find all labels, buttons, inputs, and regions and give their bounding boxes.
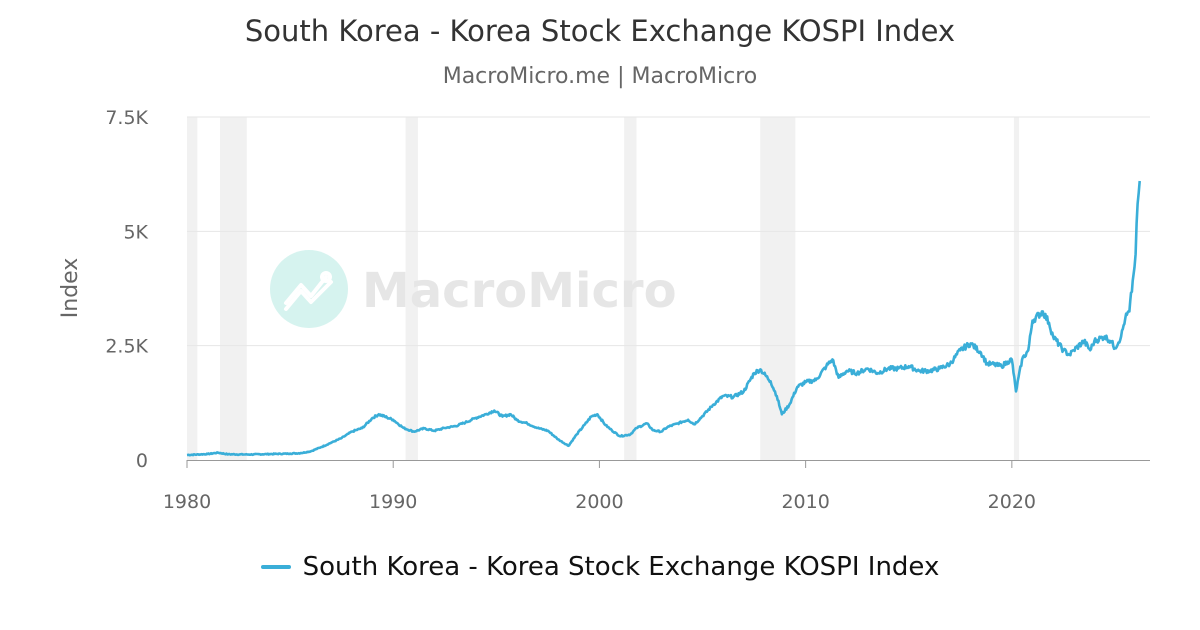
series-group [186, 180, 1141, 457]
chart-subtitle: MacroMicro.me | MacroMicro [442, 64, 758, 89]
chart-title: South Korea - Korea Stock Exchange KOSPI… [244, 14, 956, 48]
watermark-text: MacroMicro [362, 263, 677, 319]
gridlines [187, 116, 1150, 347]
x-tick-label: 2020 [988, 491, 1036, 513]
recession-band-2 [405, 117, 418, 460]
recession-band-0 [187, 117, 198, 460]
recession-band-5 [1013, 117, 1020, 460]
legend-swatch [260, 565, 291, 569]
recession-band-3 [624, 117, 637, 460]
x-tick-label: 1990 [369, 491, 417, 513]
recession-band-4 [760, 117, 796, 460]
x-tick-label: 2000 [575, 491, 623, 513]
y-tick-label: 0 [136, 450, 148, 472]
recession-band-1 [219, 117, 247, 460]
y-axis-label: Index [58, 258, 83, 319]
x-tick-label: 2010 [781, 491, 829, 513]
recession-bands [187, 117, 1020, 460]
watermark: MacroMicro [270, 250, 677, 328]
series-line-kospi [186, 180, 1141, 457]
axes: 0 2.5K 5K 7.5K 1980 1990 2000 2010 2020 [105, 107, 1150, 513]
watermark-circle [270, 250, 348, 328]
legend[interactable]: South Korea - Korea Stock Exchange KOSPI… [0, 552, 1200, 582]
x-tick-label: 1980 [163, 491, 211, 513]
legend-label: South Korea - Korea Stock Exchange KOSPI… [302, 552, 940, 582]
chart-trend-icon [284, 271, 333, 311]
y-tick-label: 5K [123, 221, 148, 243]
y-tick-label: 2.5K [105, 336, 148, 358]
y-tick-label: 7.5K [105, 107, 148, 129]
